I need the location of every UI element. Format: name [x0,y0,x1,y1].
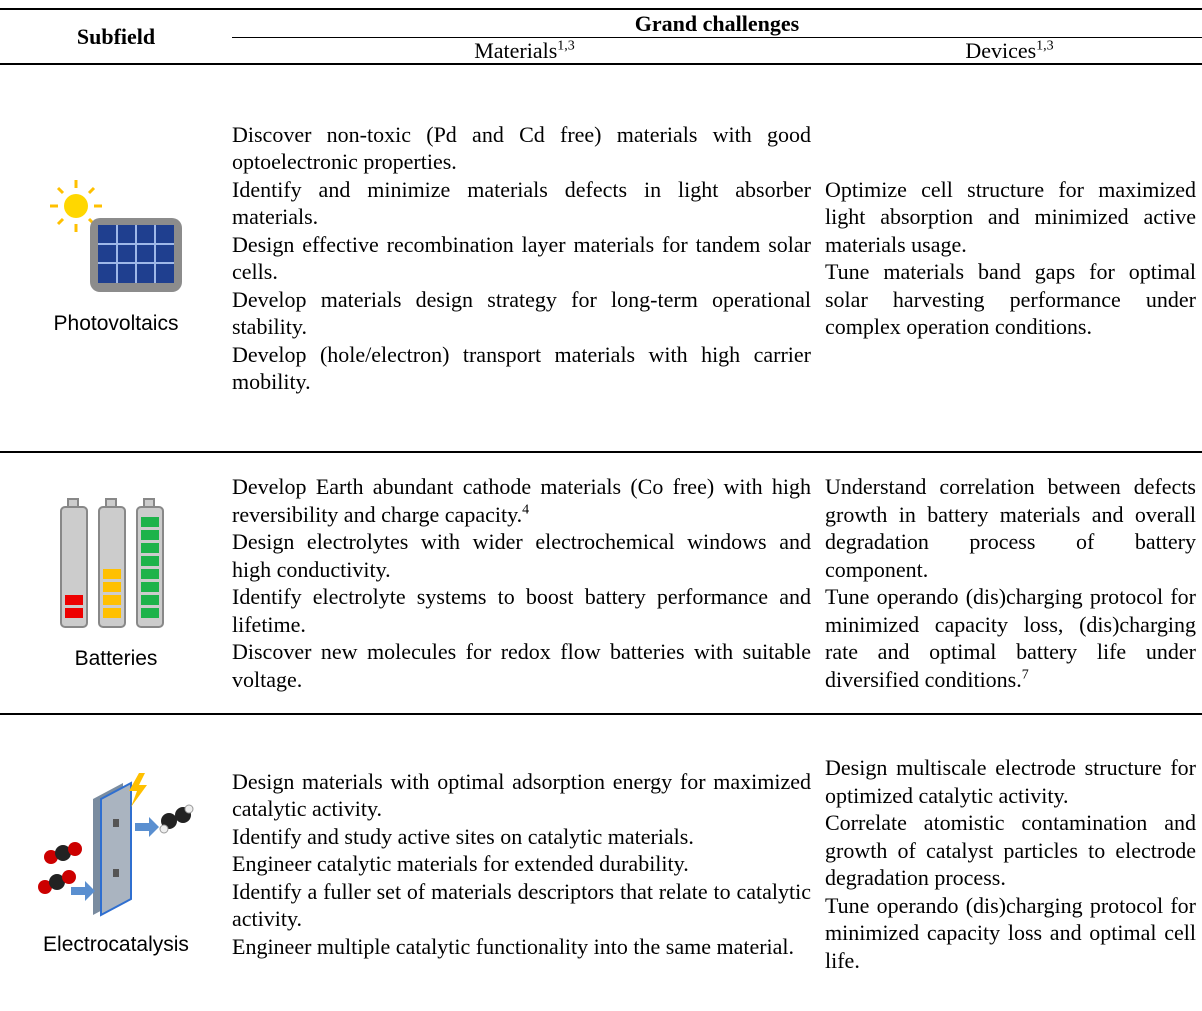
challenge-item: Identify electrolyte systems to boost ba… [232,584,811,637]
challenge-text: Tune operando (dis)charging protocol for… [825,584,1196,692]
superscript: 4 [522,502,530,518]
devices-cell: Optimize cell structure for maximized li… [817,64,1202,453]
challenge-item: Develop Earth abundant cathode materials… [232,473,811,528]
devices-cell: Understand correlation between defects g… [817,452,1202,715]
catalysis-icon [38,773,194,917]
challenge-item: Tune operando (dis)charging protocol for… [825,892,1196,973]
battery-icon [60,498,164,629]
subfield-cell: Photovoltaics [0,64,232,453]
column-header: Materials1,3 [232,37,817,65]
challenge-item: Identify a fuller set of materials descr… [232,878,811,932]
materials-cell: Design materials with optimal adsorption… [232,714,817,1011]
challenge-item: Tune materials band gaps for optimal sol… [825,259,1196,339]
challenge-item: Design electrolytes with wider electroch… [232,529,811,582]
challenge-item: Optimize cell structure for maximized li… [825,176,1196,257]
subfield-label: Photovoltaics [53,312,179,336]
subfield-header: Subfield [0,9,232,65]
subfield-cell: Electrocatalysis [0,714,232,1011]
superscript: 7 [1021,667,1029,683]
challenge-item: Identify and minimize materials defects … [232,176,811,230]
challenge-item: Correlate atomistic contamination and gr… [825,810,1196,890]
challenge-item: Develop (hole/electron) transport materi… [232,341,811,395]
challenge-item: Identify and study active sites on catal… [232,823,694,849]
column-header: Devices1,3 [817,37,1202,65]
page: {"header": {"subfield": "Subfield", "gro… [0,8,1202,1011]
challenge-item: Develop materials design strategy for lo… [232,286,811,340]
challenge-item: Design effective recombination layer mat… [232,231,811,285]
subfield-label: Electrocatalysis [43,933,189,957]
challenge-item: Tune operando (dis)charging protocol for… [825,583,1196,693]
challenge-text: Develop Earth abundant cathode materials… [232,474,811,527]
challenges-table: Subfield Grand challenges Materials1,3 D… [0,8,1202,1011]
devices-cell: Design multiscale electrode structure fo… [817,714,1202,1011]
subfield-cell: Batteries [0,452,232,715]
challenge-item: Engineer catalytic materials for extende… [232,851,689,877]
solar-icon [50,180,182,293]
challenge-item: Discover non-toxic (Pd and Cd free) mate… [232,121,811,175]
challenge-item: Engineer multiple catalytic functionalit… [232,933,795,959]
column-label: Devices [965,38,1037,63]
column-label: Materials [474,38,558,63]
subfield-label: Batteries [74,647,158,671]
challenge-item: Design materials with optimal adsorption… [232,768,811,822]
superscript: 1,3 [1036,38,1054,54]
group-header: Grand challenges [634,11,800,36]
materials-cell: Discover non-toxic (Pd and Cd free) mate… [232,64,817,453]
challenge-item: Design multiscale electrode structure fo… [825,755,1196,808]
materials-cell: Develop Earth abundant cathode materials… [232,452,817,715]
superscript: 1,3 [557,38,575,54]
challenge-item: Discover new molecules for redox flow ba… [232,639,811,692]
challenge-item: Understand correlation between defects g… [825,474,1196,582]
